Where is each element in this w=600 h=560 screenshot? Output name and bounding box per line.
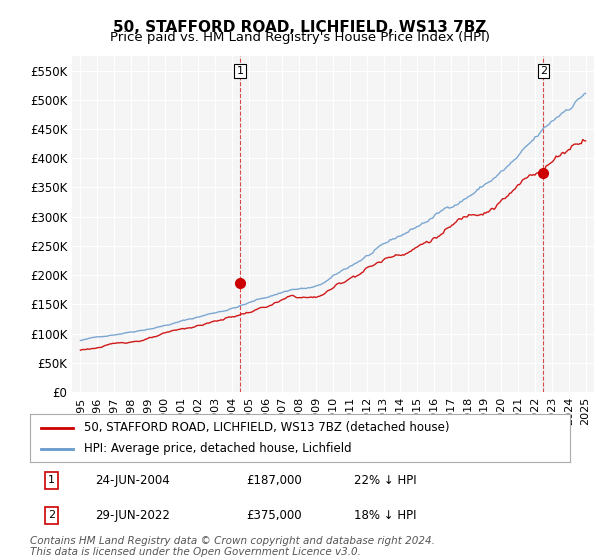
Text: £187,000: £187,000: [246, 474, 302, 487]
Text: 2: 2: [540, 66, 547, 76]
Text: 29-JUN-2022: 29-JUN-2022: [95, 508, 170, 522]
Text: 22% ↓ HPI: 22% ↓ HPI: [354, 474, 416, 487]
Text: Contains HM Land Registry data © Crown copyright and database right 2024.
This d: Contains HM Land Registry data © Crown c…: [30, 535, 435, 557]
Text: Price paid vs. HM Land Registry's House Price Index (HPI): Price paid vs. HM Land Registry's House …: [110, 31, 490, 44]
Text: HPI: Average price, detached house, Lichfield: HPI: Average price, detached house, Lich…: [84, 442, 352, 455]
Text: 18% ↓ HPI: 18% ↓ HPI: [354, 508, 416, 522]
Text: 1: 1: [236, 66, 244, 76]
Text: 24-JUN-2004: 24-JUN-2004: [95, 474, 170, 487]
Text: 50, STAFFORD ROAD, LICHFIELD, WS13 7BZ: 50, STAFFORD ROAD, LICHFIELD, WS13 7BZ: [113, 20, 487, 35]
Text: 1: 1: [48, 475, 55, 485]
Text: 50, STAFFORD ROAD, LICHFIELD, WS13 7BZ (detached house): 50, STAFFORD ROAD, LICHFIELD, WS13 7BZ (…: [84, 421, 449, 434]
Text: 2: 2: [48, 510, 55, 520]
Text: £375,000: £375,000: [246, 508, 302, 522]
